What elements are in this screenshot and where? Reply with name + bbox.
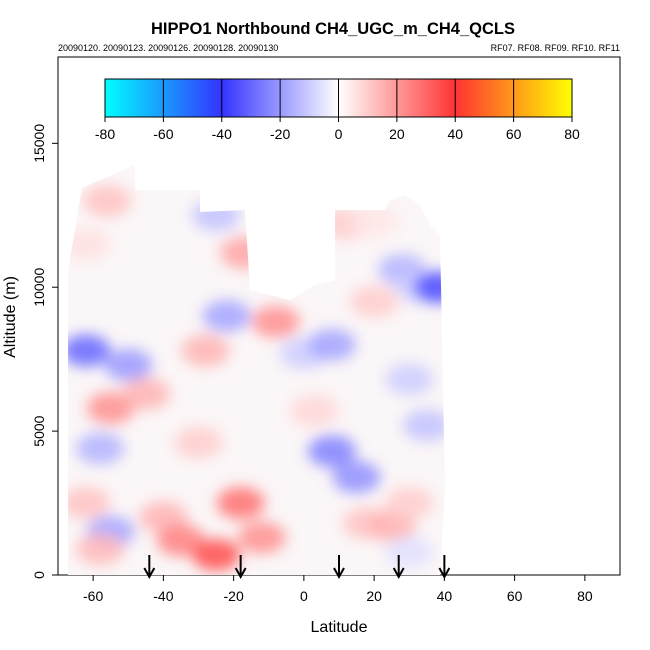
y-tick-label: 10000 <box>31 268 47 307</box>
field-blob <box>83 184 132 217</box>
flight-ids: RF07. RF08. RF09. RF10. RF11 <box>491 43 620 53</box>
flight-arrow-head <box>392 567 405 580</box>
field-blob <box>385 535 434 568</box>
field-blob <box>174 426 223 459</box>
colorbar: -80 -60 -40 -20 0 20 40 60 80 <box>95 78 580 142</box>
y-axis: 0 5000 10000 15000 <box>31 124 58 579</box>
x-tick-label: 60 <box>507 588 523 604</box>
colorbar-tick-label: 40 <box>447 126 463 142</box>
field-blob <box>332 461 381 494</box>
colorbar-ticks: -80 -60 -40 -20 0 20 40 60 80 <box>95 79 580 142</box>
x-tick-label: 40 <box>437 588 453 604</box>
field-blob <box>121 377 170 410</box>
field-blob <box>104 348 153 381</box>
field-blob <box>385 363 434 396</box>
field-blob <box>307 328 356 361</box>
field-blob <box>402 409 445 442</box>
colorbar-tick-label: 60 <box>506 126 522 142</box>
colorbar-tick-label: 20 <box>389 126 405 142</box>
x-tick-label: -40 <box>153 588 173 604</box>
flight-arrow-head <box>234 567 247 580</box>
field-blob <box>192 538 241 571</box>
colorbar-tick-label: 80 <box>564 126 580 142</box>
x-tick-label: -20 <box>224 588 244 604</box>
colorbar-tick-label: -20 <box>270 126 290 142</box>
y-tick-label: 0 <box>31 571 47 579</box>
colorbar-tick-label: -60 <box>153 126 173 142</box>
field-blob <box>68 334 111 367</box>
field-blob <box>413 271 445 304</box>
field-blob <box>290 394 339 427</box>
flight-arrows <box>143 555 451 580</box>
field-blob <box>307 435 356 468</box>
x-tick-label: -60 <box>83 588 103 604</box>
flight-arrow-head <box>438 567 451 580</box>
chart-title: HIPPO1 Northbound CH4_UGC_m_CH4_QCLS <box>151 20 515 38</box>
field-blob <box>237 521 286 554</box>
colorbar-tick-label: -80 <box>95 126 115 142</box>
field-blob <box>385 487 434 520</box>
field-blob <box>76 533 125 566</box>
x-axis: -60 -40 -20 0 20 40 60 80 <box>83 575 593 604</box>
colorbar-tick-label: 0 <box>335 126 343 142</box>
field-blob <box>68 487 111 520</box>
x-tick-label: 20 <box>366 588 382 604</box>
flight-dates: 20090120. 20090123. 20090126. 20090128. … <box>58 43 278 53</box>
field-blob <box>156 524 205 557</box>
flight-arrow-head <box>333 567 345 580</box>
field-blobs <box>68 184 445 571</box>
field-blob <box>350 285 399 318</box>
colorbar-tick-label: -40 <box>212 126 232 142</box>
x-tick-label: 0 <box>300 588 308 604</box>
field-blob <box>86 392 135 425</box>
flight-arrow-head <box>143 567 156 580</box>
field-blob <box>181 334 230 367</box>
field-blob <box>216 487 265 520</box>
y-tick-label: 5000 <box>31 415 47 446</box>
field-blob <box>68 228 111 261</box>
field-blob <box>350 205 399 238</box>
field-blob <box>76 432 125 465</box>
field-blob <box>202 300 251 332</box>
x-axis-label: Latitude <box>311 619 368 636</box>
y-axis-label: Altitude (m) <box>2 276 19 358</box>
y-tick-label: 15000 <box>31 124 47 163</box>
x-tick-label: 80 <box>577 588 593 604</box>
field-blob <box>251 305 300 338</box>
